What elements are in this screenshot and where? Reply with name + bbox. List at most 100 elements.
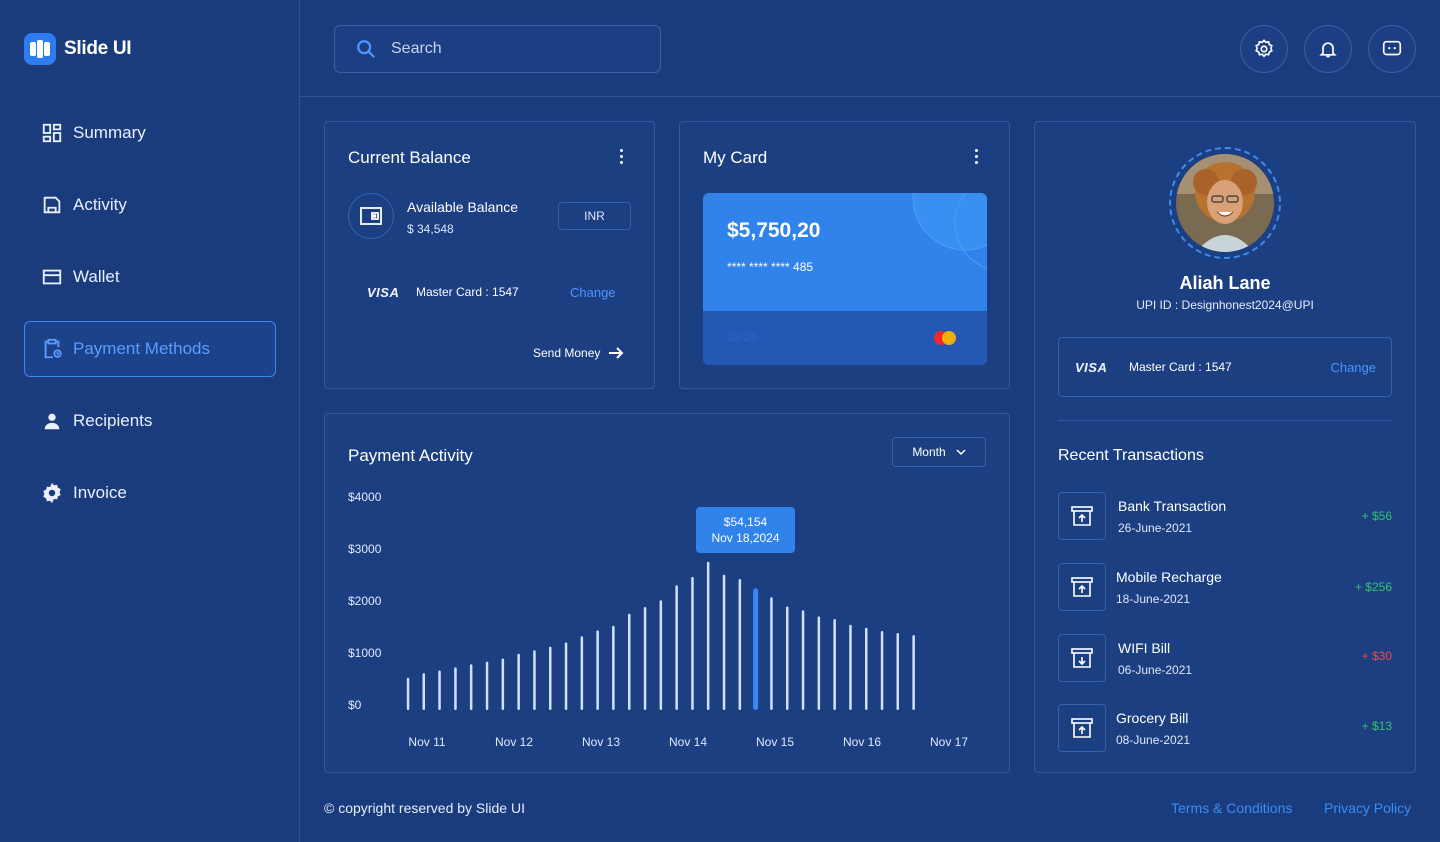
- sidebar-nav: Summary Activity Wallet Payment Methods …: [24, 105, 276, 537]
- transaction-amount: + $56: [1361, 509, 1392, 523]
- tooltip-value: $54,154: [723, 515, 768, 529]
- chart-bar[interactable]: [564, 642, 568, 710]
- chart-bar[interactable]: [817, 616, 821, 710]
- chart-bar[interactable]: [770, 597, 773, 710]
- logo[interactable]: Slide UI: [24, 33, 132, 65]
- chart-bar[interactable]: [833, 619, 836, 710]
- bell-icon: [1319, 42, 1337, 58]
- upload-icon: [1058, 563, 1106, 611]
- profile-card: Aliah Lane UPI ID : Designhonest2024@UPI…: [1034, 121, 1416, 773]
- sidebar-item-label: Activity: [73, 195, 127, 214]
- card-amount: $5,750,20: [727, 219, 821, 242]
- chart-bar[interactable]: [801, 610, 805, 710]
- privacy-link[interactable]: Privacy Policy: [1324, 800, 1412, 816]
- card-expiry: 08/26: [727, 330, 758, 344]
- y-tick: $0: [348, 698, 362, 712]
- chart-bar[interactable]: [422, 673, 426, 710]
- x-tick: Nov 14: [668, 735, 708, 749]
- transaction-name: Bank Transaction: [1118, 498, 1227, 514]
- chart-bar[interactable]: [596, 630, 599, 710]
- send-money-button[interactable]: Send Money: [533, 346, 624, 360]
- sidebar-item-recipients[interactable]: Recipients: [24, 393, 276, 449]
- chart-bar[interactable]: [849, 624, 852, 710]
- search-input[interactable]: [391, 40, 631, 58]
- chart-bar[interactable]: [580, 636, 584, 710]
- chart-bar[interactable]: [406, 677, 410, 710]
- chat-icon: [1382, 40, 1402, 56]
- change-card-link[interactable]: Change: [570, 285, 616, 300]
- chart-bar-highlighted[interactable]: [753, 588, 759, 710]
- x-tick: Nov 16: [842, 735, 882, 749]
- more-options-icon[interactable]: [973, 149, 979, 164]
- topbar: [300, 0, 1440, 97]
- chart-bar[interactable]: [454, 667, 457, 710]
- chart-bar[interactable]: [675, 585, 678, 710]
- sidebar-item-activity[interactable]: Activity: [24, 177, 276, 233]
- upload-icon: [1058, 492, 1106, 540]
- chart-bar[interactable]: [880, 631, 884, 710]
- terms-link[interactable]: Terms & Conditions: [1171, 800, 1293, 816]
- transaction-name: WIFI Bill: [1118, 640, 1171, 656]
- more-options-icon[interactable]: [618, 149, 624, 164]
- app-name: Slide UI: [64, 38, 132, 59]
- wallet-icon: [42, 269, 62, 285]
- sidebar-item-label: Invoice: [73, 483, 127, 502]
- chart-bar[interactable]: [865, 627, 868, 710]
- send-money-label: Send Money: [533, 346, 601, 360]
- payment-activity-card: Payment Activity Month $4000 $3000 $2000…: [324, 413, 1010, 773]
- search-icon: [357, 40, 376, 59]
- card-label: Master Card : 1547: [416, 285, 519, 299]
- chart-bar[interactable]: [912, 635, 915, 710]
- x-tick: Nov 12: [494, 735, 534, 749]
- chart-bar[interactable]: [549, 646, 552, 710]
- sidebar-item-label: Wallet: [73, 267, 120, 286]
- chart-bar[interactable]: [612, 625, 615, 710]
- messages-button[interactable]: [1368, 25, 1416, 73]
- chart-bar[interactable]: [691, 576, 694, 710]
- tooltip-date: Nov 18,2024: [711, 531, 780, 545]
- chart-bar[interactable]: [438, 670, 441, 711]
- card-footer: 08/26: [703, 311, 987, 365]
- sidebar-item-summary[interactable]: Summary: [24, 105, 276, 161]
- search-box[interactable]: [334, 25, 661, 73]
- y-tick: $3000: [348, 542, 382, 556]
- divider: [1058, 420, 1392, 421]
- settings-button[interactable]: [1240, 25, 1288, 73]
- x-tick: Nov 15: [755, 735, 795, 749]
- chart-bar[interactable]: [786, 606, 789, 711]
- card-title: Current Balance: [348, 148, 471, 167]
- chart-bar[interactable]: [533, 650, 536, 710]
- bank-card[interactable]: $5,750,20 **** **** **** 485 08/26: [703, 193, 987, 365]
- chart-bar[interactable]: [501, 658, 505, 711]
- change-card-link[interactable]: Change: [1330, 360, 1376, 375]
- chart-bar[interactable]: [706, 561, 710, 710]
- currency-selector[interactable]: INR: [558, 202, 631, 230]
- chart-bar[interactable]: [469, 664, 473, 710]
- chart-bar[interactable]: [517, 653, 520, 710]
- transaction-date: 08-June-2021: [1116, 733, 1191, 747]
- mastercard-icon: [934, 331, 956, 345]
- transaction-amount: + $13: [1361, 719, 1392, 733]
- y-tick: $1000: [348, 646, 382, 660]
- sidebar: Slide UI Summary Activity Wallet Payment…: [0, 0, 300, 842]
- chart-bar[interactable]: [643, 607, 647, 710]
- sidebar-item-payment-methods[interactable]: Payment Methods: [24, 321, 276, 377]
- transaction-date: 18-June-2021: [1116, 592, 1191, 606]
- y-tick: $2000: [348, 594, 382, 608]
- chart-bar[interactable]: [628, 613, 631, 710]
- chart-bar[interactable]: [485, 661, 489, 710]
- arrow-right-icon: [609, 347, 624, 359]
- transaction-name: Mobile Recharge: [1116, 569, 1222, 585]
- copyright-text: © copyright reserved by Slide UI: [324, 800, 525, 816]
- card-number: **** **** **** 485: [727, 260, 814, 274]
- notifications-button[interactable]: [1304, 25, 1352, 73]
- sidebar-item-wallet[interactable]: Wallet: [24, 249, 276, 305]
- sidebar-item-invoice[interactable]: Invoice: [24, 465, 276, 521]
- avatar[interactable]: [1176, 154, 1274, 252]
- chart-bar[interactable]: [738, 579, 742, 710]
- chart-bar[interactable]: [896, 633, 900, 710]
- clipboard-icon: [44, 338, 62, 359]
- chart-bar[interactable]: [722, 574, 726, 710]
- period-dropdown[interactable]: Month: [892, 437, 986, 467]
- chart-bar[interactable]: [659, 600, 663, 710]
